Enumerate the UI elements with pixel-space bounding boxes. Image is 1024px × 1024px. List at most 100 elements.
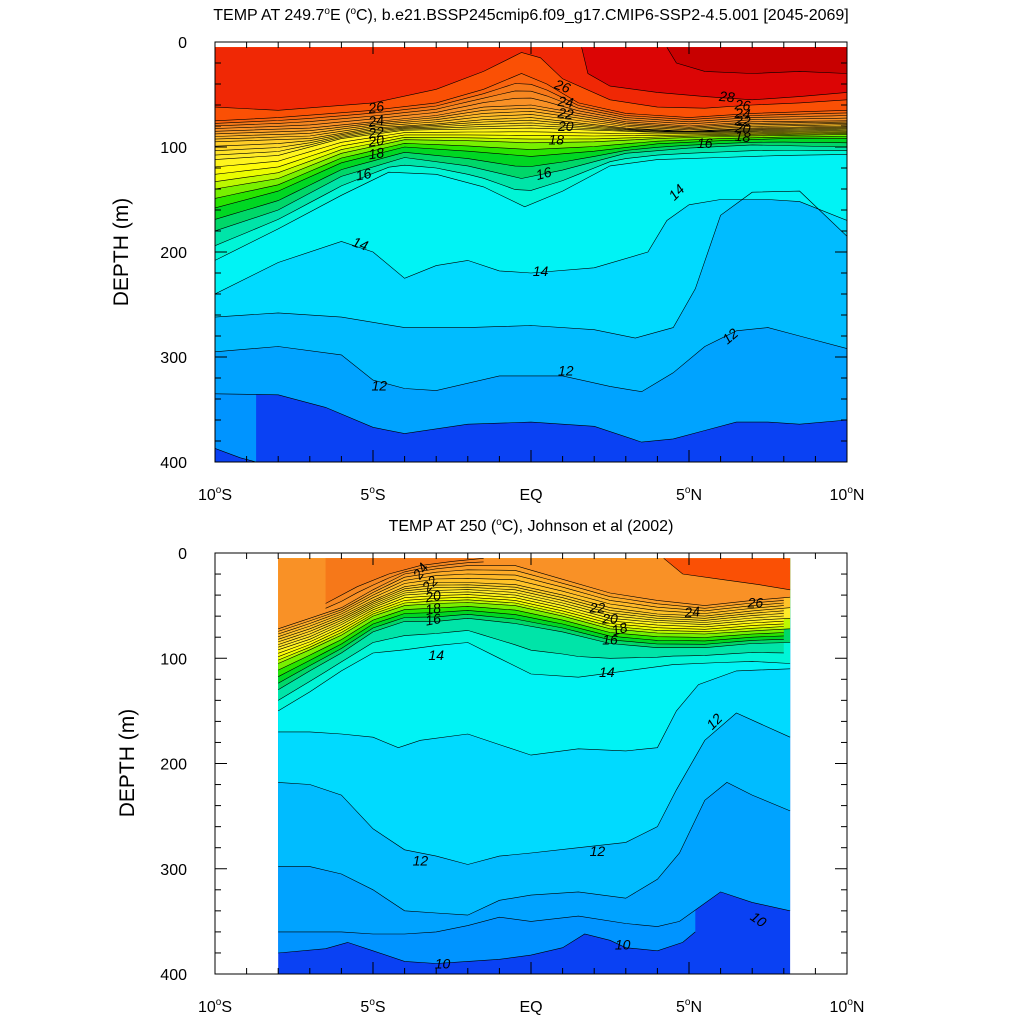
contour-line-17	[278, 610, 784, 677]
contour-label: 18	[367, 144, 385, 162]
contour-label: 22	[366, 123, 385, 141]
contour-label: 12	[558, 363, 574, 379]
y-tick-label: 200	[160, 245, 187, 262]
contour-line-29	[666, 47, 847, 74]
panel-bottom: TEMP AT 250 (oC), Johnson et al (2002) 2…	[116, 517, 864, 1016]
contour-line-18.5	[278, 599, 784, 661]
contour-line-21.5	[215, 119, 847, 147]
contour-label: 18	[610, 619, 629, 639]
contour-line-21	[278, 586, 784, 645]
contour-label: 22	[589, 600, 606, 616]
contour-line-16	[278, 617, 791, 691]
contour-line-19	[215, 132, 847, 175]
contour-line-20.5	[278, 589, 784, 648]
y-tick-label: 100	[160, 140, 187, 157]
contour-label: 10	[435, 955, 451, 971]
contour-line-15.5	[215, 150, 847, 246]
contour-line-19.5	[215, 131, 847, 168]
contour-line-25	[215, 90, 847, 127]
x-tick-label: 5oS	[360, 997, 385, 1016]
contour-line-24.5	[215, 97, 847, 129]
contour-label: 18	[734, 128, 751, 145]
contour-line-22.5	[278, 577, 784, 637]
contour-line-16	[215, 144, 847, 232]
contour-label: 12	[372, 377, 388, 393]
contour-line-18	[278, 602, 791, 664]
contour-line-25.5	[215, 83, 847, 124]
contour-line-20	[278, 591, 791, 651]
x-tick-label: 10oS	[198, 485, 232, 504]
contour-label: 10	[615, 937, 631, 953]
contour-line-12	[215, 327, 847, 393]
contour-line-16.5	[278, 613, 784, 684]
contour-label: 18	[424, 600, 442, 618]
contour-line-11	[215, 448, 257, 462]
contour-label: 24	[409, 560, 432, 583]
contour-label: 12	[413, 852, 429, 868]
contour-line-21.5	[278, 584, 784, 643]
panel-bottom-title: TEMP AT 250 (oC), Johnson et al (2002)	[389, 517, 674, 535]
contour-line-18	[215, 134, 847, 190]
contour-label: 16	[602, 631, 618, 647]
contour-line-26	[663, 558, 791, 591]
contour-label: 14	[599, 664, 615, 680]
contour-line-20	[215, 127, 847, 160]
contour-label: 12	[590, 843, 606, 859]
panel-top-title: TEMP AT 249.7oE (oC), b.e21.BSSP245cmip6…	[213, 6, 849, 24]
panel-bottom-contour-fills	[278, 558, 791, 974]
contour-line-19.5	[278, 594, 784, 654]
panel-top: TEMP AT 249.7oE (oC), b.e21.BSSP245cmip6…	[110, 6, 864, 504]
contour-line-21	[215, 122, 847, 151]
panel-top-contour-lines	[215, 47, 847, 462]
contour-label: 24	[683, 603, 701, 620]
contour-line-24	[278, 565, 791, 630]
contour-line-15	[278, 642, 791, 712]
contour-fill-25	[325, 558, 484, 604]
contour-line-26	[215, 73, 847, 122]
contour-line-20.5	[215, 125, 847, 156]
y-tick-label: 400	[160, 455, 187, 472]
contour-label: 26	[747, 594, 764, 610]
contour-line-11.5	[278, 891, 791, 935]
contour-label: 20	[557, 118, 574, 134]
contour-line-17.5	[278, 606, 784, 671]
x-tick-label: 5oN	[676, 485, 702, 504]
contour-line-23	[215, 110, 847, 137]
contour-label: 28	[717, 88, 735, 105]
y-tick-label: 0	[178, 546, 187, 563]
x-tick-label: EQ	[519, 999, 542, 1016]
contour-line-12	[278, 782, 791, 916]
contour-fill-24	[278, 558, 791, 629]
contour-label: 20	[601, 610, 618, 626]
contour-line-11	[278, 931, 696, 964]
contour-label: 20	[733, 119, 751, 136]
contour-line-23	[278, 573, 784, 635]
y-tick-label: 400	[160, 967, 187, 984]
contour-line-28	[581, 47, 847, 101]
contour-line-19	[278, 596, 784, 657]
contour-label: 18	[548, 132, 564, 148]
contour-line-22	[278, 582, 791, 640]
contour-line-17.5	[215, 136, 847, 199]
x-tick-label: 5oS	[360, 485, 385, 504]
y-tick-label: 300	[160, 862, 187, 879]
contour-line-23.5	[215, 107, 847, 135]
contour-label: 26	[733, 96, 751, 113]
panel-top-axes: 0 100 200 300 400 10oS 5oS EQ 5oN 10oN	[160, 35, 864, 504]
panel-top-contour-fills	[215, 47, 847, 462]
contour-line-27	[215, 52, 847, 111]
contour-label: 26	[366, 98, 385, 116]
contour-label: 14	[350, 233, 370, 253]
contour-line-15	[215, 154, 847, 261]
x-tick-label: 10oS	[198, 997, 232, 1016]
y-tick-label: 300	[160, 350, 187, 367]
contour-label: 20	[366, 132, 385, 150]
contour-line-13	[278, 712, 791, 865]
contour-label: 24	[733, 105, 751, 122]
contour-label: 14	[428, 647, 444, 663]
panel-bottom-contour-lines	[278, 558, 791, 964]
contour-line-25	[325, 558, 484, 604]
contour-line-18.5	[215, 133, 847, 182]
